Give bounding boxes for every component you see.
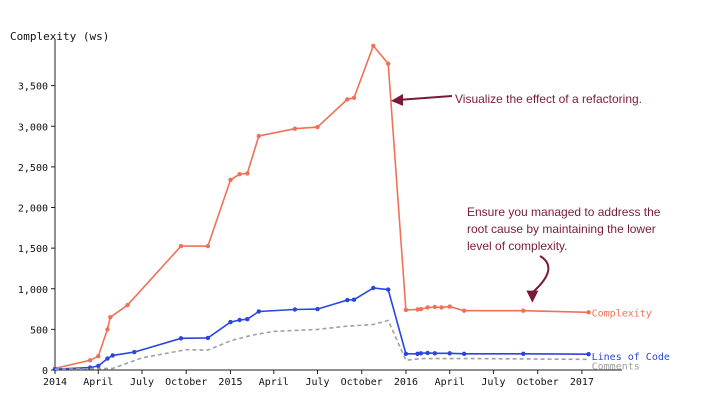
data-point <box>439 305 444 310</box>
data-point <box>105 356 110 361</box>
x-tick-label: October <box>517 377 559 388</box>
x-tick-label: April <box>259 377 289 388</box>
data-point <box>586 352 591 357</box>
y-tick-label: 1,500 <box>18 244 48 255</box>
data-point <box>521 351 526 356</box>
series-comments: Comments <box>54 319 640 372</box>
data-point <box>228 319 233 325</box>
data-point <box>418 351 424 356</box>
annotation-arrowhead <box>526 290 539 303</box>
y-axis-label: Complexity (ws) <box>10 30 109 43</box>
annotation-layer: Visualize the effect of a refactoring. En… <box>391 92 661 303</box>
y-tick-label: 1,000 <box>18 285 48 296</box>
data-point <box>315 124 320 130</box>
y-tick-label: 2,500 <box>18 163 48 174</box>
annotation-root-cause: Ensure you managed to address the root ca… <box>467 205 661 303</box>
data-point <box>87 358 93 363</box>
data-point <box>205 243 211 249</box>
data-point <box>386 287 391 292</box>
series-line-comments <box>54 319 589 370</box>
annotation-refactoring: Visualize the effect of a refactoring. <box>391 92 642 106</box>
annotation-arrow-line <box>398 95 453 101</box>
y-tick-label: 0 <box>42 366 48 377</box>
data-point <box>403 307 409 313</box>
data-point <box>237 317 242 323</box>
data-point <box>132 349 137 355</box>
series-lines-of-code: Lines of Code <box>52 285 670 372</box>
x-tick-label: April <box>83 377 113 388</box>
axes: 0 500 1,000 1,500 2,000 2,500 3,000 3,500 2014 Ap… <box>18 40 622 388</box>
data-point <box>432 304 437 310</box>
data-point <box>245 317 250 322</box>
data-point <box>447 351 452 356</box>
data-point <box>96 354 101 359</box>
data-point <box>351 95 357 101</box>
data-point <box>205 335 211 341</box>
data-point <box>386 61 391 66</box>
x-tick-label: July <box>481 377 505 388</box>
series-label-complexity: Complexity <box>592 308 652 319</box>
data-point <box>586 310 591 315</box>
x-tick-label: 2014 <box>43 377 67 388</box>
data-point <box>237 172 242 177</box>
data-point <box>105 327 110 332</box>
data-point <box>425 305 430 310</box>
x-tick-label: October <box>341 377 383 388</box>
annotation-arrowhead <box>391 93 404 106</box>
data-point <box>371 43 376 48</box>
x-tick-label: October <box>165 377 207 388</box>
data-point <box>110 353 115 358</box>
y-tick-label: 500 <box>30 325 48 336</box>
x-tick-label: 2016 <box>394 377 418 388</box>
series-line-complexity <box>54 44 589 370</box>
annotation-text-root-cause: level of complexity. <box>467 239 567 253</box>
x-tick-label: April <box>435 377 465 388</box>
data-point <box>178 243 184 249</box>
data-point <box>432 351 437 356</box>
annotation-arrow-line <box>531 255 550 294</box>
series-line-lines-of-code <box>54 287 589 370</box>
series-complexity: Complexity <box>52 43 652 371</box>
data-point <box>96 363 101 369</box>
data-point <box>178 336 184 341</box>
data-point <box>292 126 298 131</box>
data-point <box>245 171 250 176</box>
data-point <box>108 315 113 320</box>
data-point <box>461 351 467 356</box>
annotation-text-root-cause: root cause by maintaining the lower <box>467 222 656 236</box>
data-point <box>256 309 261 314</box>
data-point <box>415 307 420 312</box>
data-point <box>425 350 430 356</box>
data-point <box>447 304 452 309</box>
x-tick-label: July <box>130 377 154 388</box>
data-point <box>345 97 350 102</box>
data-point <box>461 308 467 313</box>
x-tick-label: July <box>305 377 329 388</box>
x-tick-label: 2017 <box>570 377 594 388</box>
data-point <box>292 307 298 312</box>
data-point <box>418 306 424 312</box>
y-tick-label: 3,500 <box>18 82 48 93</box>
x-tick-label: 2015 <box>218 377 242 388</box>
y-tick-label: 3,000 <box>18 122 48 133</box>
data-point <box>521 308 526 313</box>
data-point <box>345 297 350 303</box>
annotation-text-root-cause: Ensure you managed to address the <box>467 205 661 219</box>
data-point <box>315 306 320 312</box>
series-label-lines-of-code: Lines of Code <box>592 352 670 363</box>
data-point <box>256 133 261 139</box>
series-label-comments: Comments <box>592 361 640 372</box>
data-point <box>228 177 233 183</box>
y-tick-label: 2,000 <box>18 204 48 215</box>
data-point <box>351 297 357 302</box>
data-point <box>415 351 420 356</box>
annotation-text-refactoring: Visualize the effect of a refactoring. <box>455 92 642 106</box>
data-point <box>125 302 130 308</box>
data-point <box>403 351 409 356</box>
data-point <box>371 285 376 291</box>
